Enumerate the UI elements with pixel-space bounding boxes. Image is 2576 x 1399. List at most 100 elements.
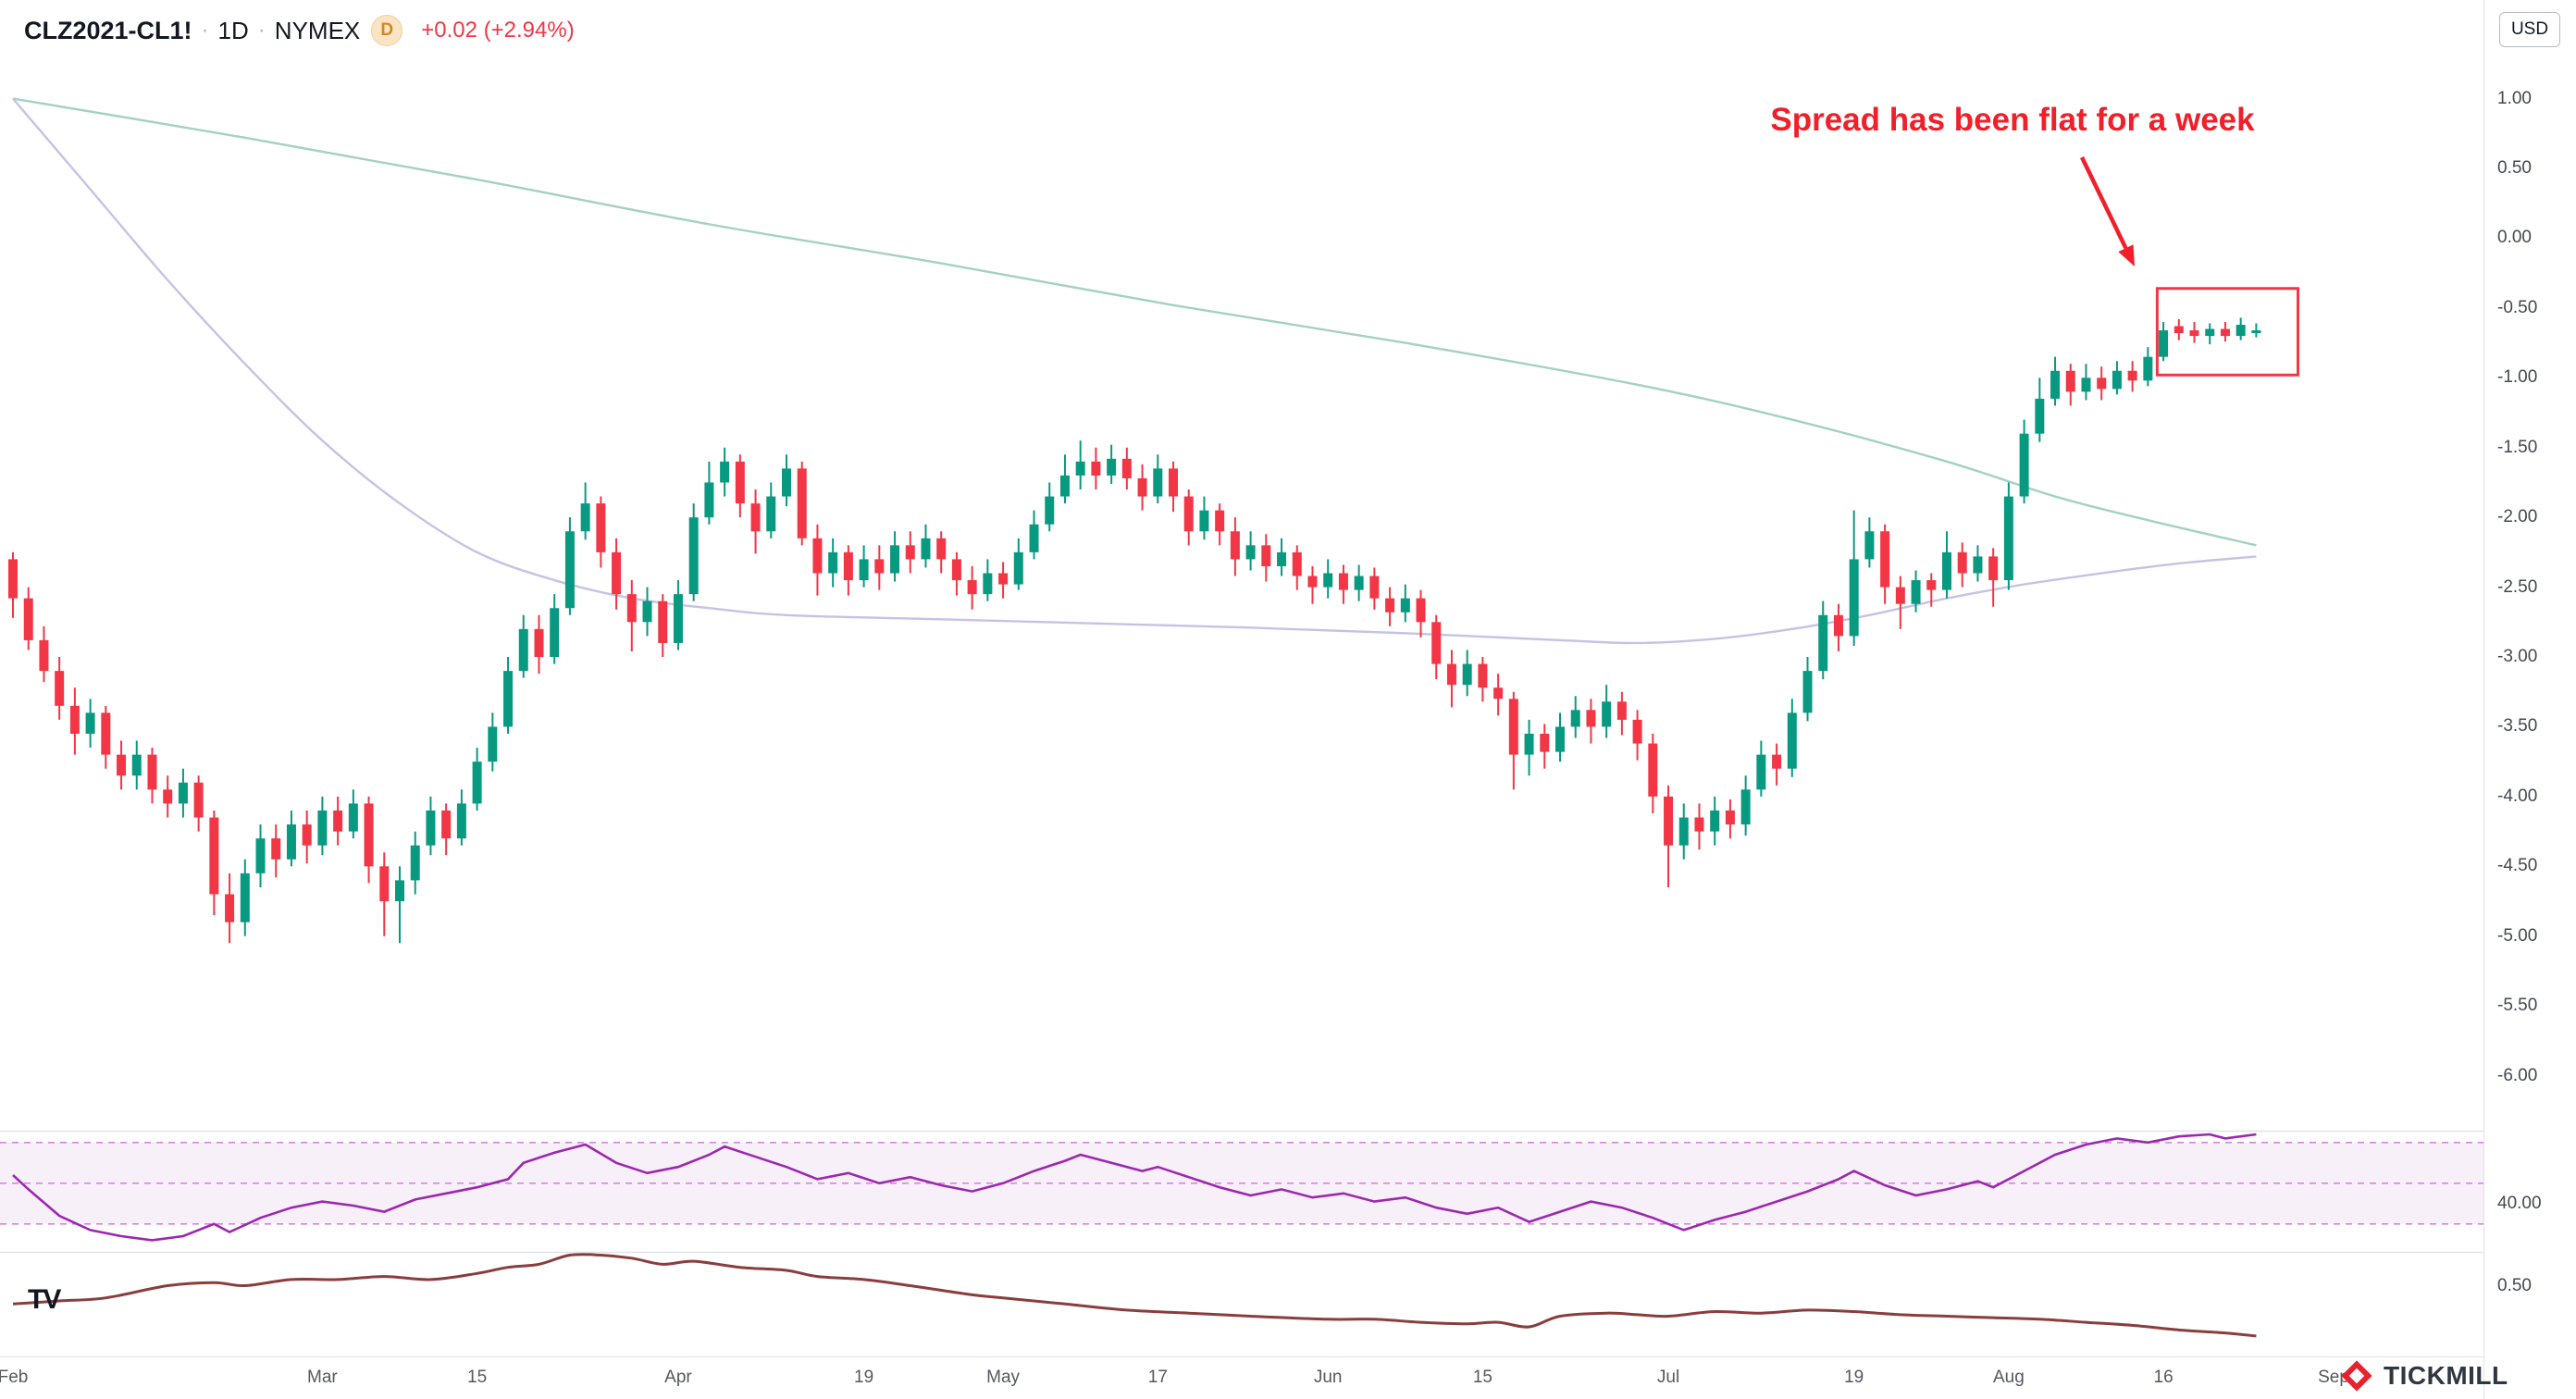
price-axis[interactable]: USD 1.00 0.50 0.00 -0.50 -1.00 -1.50 -2.00 -2.5… (2483, 0, 2576, 1399)
candle-body (2050, 370, 2061, 399)
candle-body (23, 598, 33, 640)
candle-body (550, 608, 560, 658)
candle-body (225, 894, 235, 922)
exchange-label[interactable]: NYMEX (274, 16, 361, 44)
candle-body (797, 468, 807, 539)
price-tick-label: -2.00 (2497, 507, 2538, 527)
candle-body (626, 594, 637, 623)
candle-body (1802, 671, 1813, 713)
candle-body (998, 573, 1009, 585)
candle-body (658, 600, 668, 643)
price-tick-label: -5.50 (2497, 996, 2538, 1016)
candle-body (2174, 326, 2184, 334)
candle-body (410, 845, 420, 881)
candle-body (472, 761, 482, 804)
candle-body (2112, 370, 2122, 390)
symbol-name[interactable]: CLZ2021-CL1! (24, 16, 192, 44)
price-tick-label: 40.00 (2497, 1193, 2542, 1213)
price-tick-label: -2.50 (2497, 576, 2538, 597)
candle-body (720, 461, 730, 483)
candle-body (642, 600, 652, 623)
tickmill-logo: TICKMILL (2339, 1358, 2508, 1393)
candle-body (750, 503, 761, 532)
price-change: +0.02 (+2.94%) (421, 18, 575, 43)
candle-body (1664, 796, 1674, 846)
candle-body (1694, 817, 1704, 832)
candle-body (2220, 328, 2230, 337)
candle-body (1725, 810, 1735, 825)
annotation-arrow[interactable] (2079, 156, 2128, 250)
candle-body (1508, 699, 1518, 755)
candle-body (1710, 810, 1720, 832)
candle-body (1880, 531, 1890, 588)
candle-body (1277, 551, 1287, 566)
candle-body (1602, 701, 1612, 727)
candle-body (1818, 614, 1828, 672)
candle-body (1137, 477, 1147, 497)
candle-body (1400, 598, 1410, 613)
annotation-arrowhead[interactable] (2118, 244, 2135, 266)
price-tick-label: -1.50 (2497, 437, 2538, 457)
candle-body (503, 671, 514, 727)
candle-body (117, 754, 127, 776)
time-tick-label: Jul (1656, 1368, 1680, 1387)
time-tick-label: Mar (307, 1368, 338, 1387)
candle-body (1787, 712, 1797, 769)
candle-body (193, 782, 204, 818)
candle-body (1678, 817, 1689, 846)
candle-body (240, 873, 250, 922)
candle-body (1478, 663, 1488, 688)
tickmill-mark-icon (2341, 1360, 2372, 1392)
candle-body (163, 789, 173, 804)
time-tick-label: Sep (2318, 1368, 2349, 1387)
candle-body (1864, 531, 1875, 560)
candle-body (395, 880, 404, 902)
legend-separator: · (257, 18, 266, 43)
candle-body (1013, 551, 1023, 585)
time-tick-label: 17 (1147, 1368, 1168, 1387)
legend-separator: · (201, 18, 209, 43)
interval-label[interactable]: 1D (217, 16, 249, 44)
candle-body (1740, 789, 1751, 825)
candle-body (1075, 461, 1085, 476)
tradingview-logo[interactable]: TV (28, 1284, 61, 1315)
candle-body (1446, 663, 1456, 686)
time-axis[interactable]: Feb Mar 15 Apr 19 May 17 Jun 15 Jul 19 Aug 16 Sep (0, 1356, 2576, 1399)
candle-body (2065, 370, 2075, 392)
tickmill-wordmark: TICKMILL (2384, 1361, 2508, 1390)
annotation-box[interactable] (2155, 287, 2300, 377)
candle-body (178, 782, 188, 804)
candle-body (209, 817, 219, 895)
price-tick-label: 1.00 (2497, 88, 2532, 108)
delayed-data-badge[interactable]: D (371, 15, 403, 46)
candle-body (1648, 743, 1658, 797)
candle-body (1431, 622, 1442, 664)
candle-body (1230, 531, 1240, 560)
candle-body (534, 628, 544, 658)
symbol-legend: CLZ2021-CL1! · 1D · NYMEX D +0.02 (+2.94… (24, 15, 575, 46)
candle-body (1416, 598, 1426, 623)
candle-body (890, 545, 900, 574)
candle-body (905, 545, 915, 560)
candle-body (735, 461, 745, 504)
candle-body (1369, 576, 1380, 599)
price-tick-label: 0.50 (2497, 1275, 2532, 1295)
candle-body (1261, 545, 1271, 566)
candle-body (1169, 468, 1178, 497)
time-tick-label: Aug (1992, 1368, 2025, 1387)
candle-body (2159, 330, 2169, 357)
price-tick-label: -3.00 (2497, 647, 2538, 667)
price-tick-label: 0.50 (2497, 158, 2532, 179)
candle-body (967, 580, 977, 595)
candle-body (828, 551, 838, 574)
candle-body (1059, 475, 1070, 497)
candle-body (2235, 324, 2246, 337)
currency-button[interactable]: USD (2499, 12, 2560, 47)
candle-body (1957, 551, 1967, 574)
candle-body (286, 824, 296, 860)
annotation-text[interactable]: Spread has been flat for a week (1770, 102, 2255, 138)
candle-body (1493, 687, 1504, 700)
candle-body (1153, 468, 1163, 497)
